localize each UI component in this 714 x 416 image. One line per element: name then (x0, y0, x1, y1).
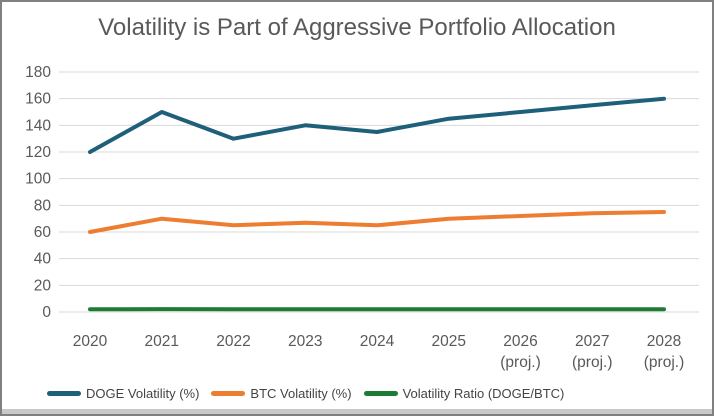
x-tick-label: 2024 (360, 333, 395, 350)
legend-label: Volatility Ratio (DOGE/BTC) (402, 386, 565, 401)
series-line (88, 210, 666, 234)
legend-label: DOGE Volatility (%) (86, 386, 200, 401)
y-tick-label: 160 (25, 91, 51, 108)
legend-label: BTC Volatility (%) (250, 386, 352, 401)
legend-line-marker (363, 391, 398, 396)
legend-line-marker (47, 391, 81, 396)
series-line (88, 96, 666, 154)
x-tick-label: 2025 (432, 333, 466, 350)
y-tick-label: 60 (34, 224, 52, 241)
line-chart-plot-area: 0 20 40 60 80 100 120 140 160 180 2020 2021 2022 2023… (25, 64, 699, 371)
x-tick-label-proj: (proj.) (644, 354, 684, 371)
x-tick-label-proj: (proj.) (500, 354, 540, 371)
legend-item: Volatility Ratio (DOGE/BTC) (363, 386, 565, 401)
x-tick-label: 2026 (503, 333, 537, 350)
x-tick-label-proj: (proj.) (572, 354, 612, 371)
y-tick-label: 120 (25, 144, 51, 161)
x-tick-label: 2021 (145, 333, 179, 350)
x-tick-label: 2023 (288, 333, 322, 350)
y-tick-label: 0 (42, 304, 51, 321)
y-tick-label: 40 (34, 251, 52, 268)
y-tick-label: 140 (25, 117, 51, 134)
x-tick-label: 2022 (216, 333, 250, 350)
x-tick-label: 2028 (647, 333, 681, 350)
x-tick-label: 2020 (73, 333, 108, 350)
x-tick-label: 2027 (575, 333, 609, 350)
bottom-gray-strip (2, 409, 712, 414)
y-tick-label: 80 (34, 197, 52, 214)
legend-item: DOGE Volatility (%) (47, 386, 199, 401)
y-tick-label: 180 (25, 64, 51, 81)
legend-item: BTC Volatility (%) (211, 386, 352, 401)
chart-legend: DOGE Volatility (%) BTC Volatility (%) Vol… (47, 386, 702, 401)
y-tick-label: 20 (34, 277, 52, 294)
chart-title: Volatility is Part of Aggressive Portfol… (98, 14, 616, 41)
y-tick-label: 100 (25, 171, 51, 188)
legend-line-marker (211, 391, 246, 396)
